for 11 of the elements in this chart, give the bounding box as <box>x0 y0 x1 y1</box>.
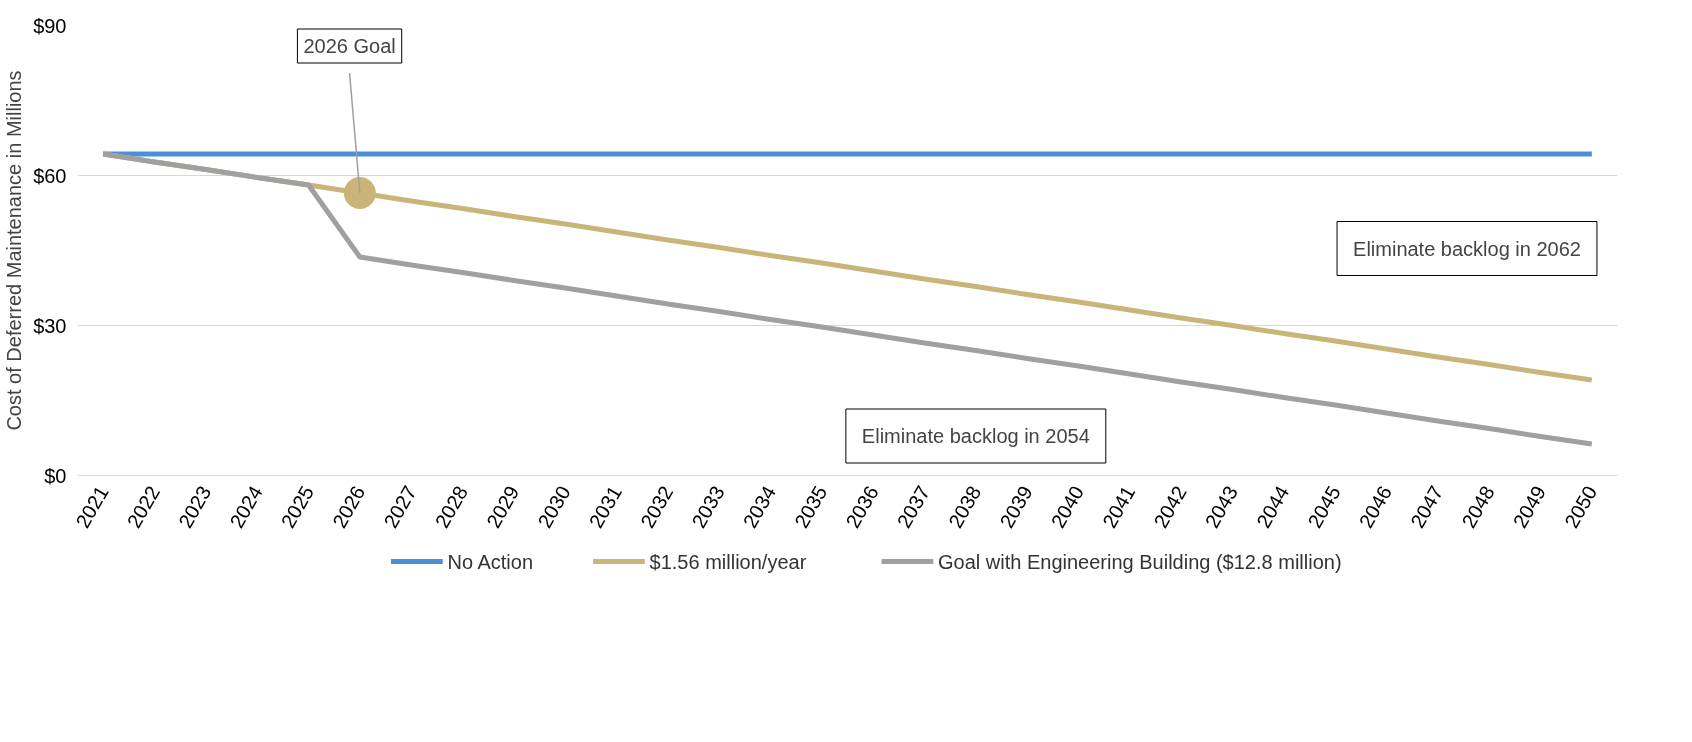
annotation: Eliminate backlog in 2054 <box>861 425 1090 447</box>
y-tick-label: $0 <box>44 464 67 487</box>
annotation: Eliminate backlog in 2062 <box>1353 237 1581 260</box>
y-tick-label: $60 <box>33 164 67 187</box>
annotation: 2026 Goal <box>303 35 396 57</box>
y-axis-title: Cost of Deferred Maintenance in Millions <box>3 70 26 431</box>
legend-label: $1.56 million/year <box>649 550 807 573</box>
y-tick-label: $90 <box>33 14 67 37</box>
legend-label: No Action <box>447 550 534 573</box>
legend-label: Goal with Engineering Building ($12.8 million) <box>938 550 1342 573</box>
y-tick-label: $30 <box>33 314 67 337</box>
